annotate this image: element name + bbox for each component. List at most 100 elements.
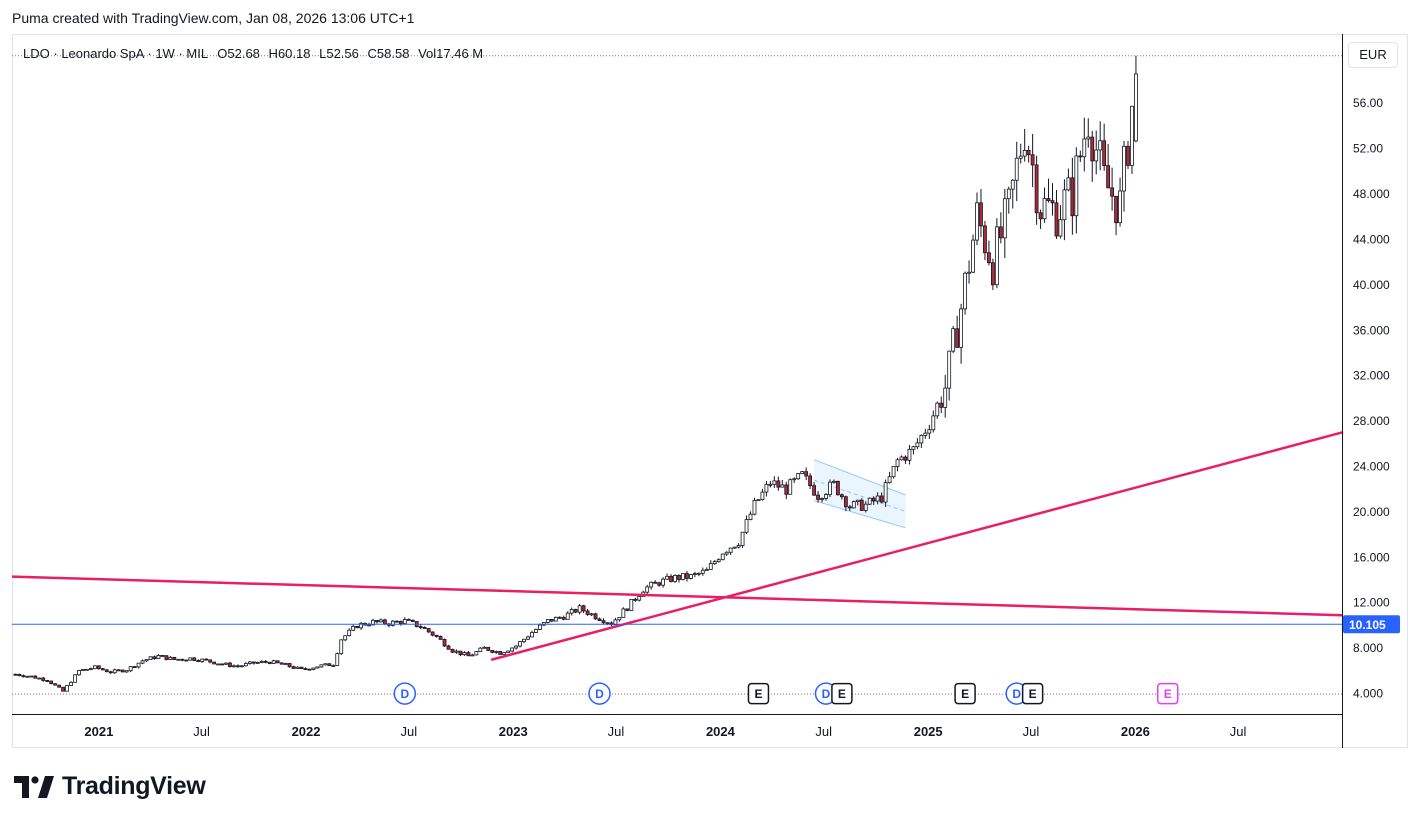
candle-body [251, 661, 256, 664]
candle-body [470, 654, 475, 657]
tradingview-logo[interactable]: TradingView [14, 772, 206, 801]
candle-body [29, 675, 34, 678]
tradingview-logo-text: TradingView [62, 772, 206, 800]
candle-body [239, 665, 244, 668]
candle-body [100, 668, 105, 671]
candle-body [502, 652, 507, 655]
candle-body [1070, 177, 1075, 217]
candle-body [1034, 164, 1039, 214]
dividend-marker[interactable]: D [393, 682, 417, 705]
trendline-layer [12, 431, 1344, 661]
candle-body [569, 609, 574, 614]
candle-body [760, 491, 765, 501]
candle-body [677, 574, 681, 580]
candle-body [180, 658, 185, 661]
earnings-marker[interactable]: E [1021, 682, 1044, 705]
time-tick-label: 2024 [706, 724, 736, 739]
candle-body [919, 435, 924, 444]
time-tick-label: Jul [815, 724, 832, 739]
candle-body [128, 666, 133, 672]
candle-body [236, 665, 240, 668]
candle-body [971, 239, 975, 273]
candle-body [1046, 198, 1051, 202]
candle-body [617, 617, 622, 621]
earnings-marker-box [1156, 682, 1179, 705]
candle-body [1106, 165, 1111, 189]
candle-body [895, 459, 900, 467]
candle-body [307, 668, 312, 671]
candle-body [65, 685, 69, 692]
candle-body [1050, 200, 1055, 204]
candle-body [482, 646, 487, 649]
candle-body [1010, 179, 1015, 190]
last-price-badge [1343, 615, 1400, 634]
candle-body [116, 669, 121, 672]
candle-body [438, 636, 443, 640]
price-tick-label: 56.00 [1353, 96, 1383, 110]
candle-body [371, 619, 375, 626]
candle-body [271, 660, 276, 664]
earnings-marker[interactable]: E [747, 682, 770, 705]
price-tick-label: 48.000 [1353, 187, 1390, 201]
legend-interval[interactable]: 1W [155, 46, 175, 61]
candle-body [1082, 138, 1087, 158]
candle-body [1098, 140, 1103, 151]
candle-body [732, 546, 737, 549]
candle-body [152, 656, 157, 660]
candle-body [585, 610, 590, 615]
candle-body [367, 624, 371, 627]
legend-exchange: MIL [186, 46, 208, 61]
time-tick-label: 2026 [1121, 724, 1150, 739]
candle-body [549, 618, 554, 622]
candle-body [907, 448, 912, 461]
price-tick-label: 32.000 [1353, 369, 1390, 383]
candle-body [696, 572, 701, 575]
dividend-marker-circle [393, 682, 417, 705]
price-tick-label: 20.000 [1353, 505, 1390, 519]
price-tick-label: 52.00 [1353, 142, 1383, 156]
candle-body [112, 669, 117, 674]
price-tick-label: 4.000 [1353, 687, 1383, 701]
candle-body [534, 629, 538, 633]
candle-body [843, 496, 848, 508]
candle-body [208, 659, 213, 663]
candle-body [108, 671, 113, 674]
candle-body [478, 647, 483, 652]
dividend-marker-letter: D [595, 687, 604, 701]
candle-body [422, 627, 427, 629]
candle-body [828, 481, 832, 495]
candle-body [526, 636, 530, 640]
earnings-marker-letter: E [1164, 687, 1172, 701]
legend-high-label: H [268, 46, 278, 61]
candle-body [331, 665, 336, 667]
candle-body [875, 495, 880, 502]
candle-body [426, 628, 431, 633]
legend-symbol[interactable]: LDO [23, 46, 50, 61]
currency-button[interactable]: EUR [1348, 42, 1398, 68]
candle-body [724, 551, 729, 555]
candle-body [601, 620, 606, 624]
earnings-marker[interactable]: E [954, 682, 976, 705]
candle-body [816, 494, 820, 500]
candle-body [581, 605, 586, 612]
candle-body [891, 466, 896, 478]
candle-body [486, 646, 491, 651]
dividend-marker[interactable]: D [588, 682, 611, 705]
earnings-marker[interactable]: E [1156, 682, 1179, 705]
candle-body [804, 471, 809, 477]
candle-body [903, 456, 908, 461]
candle-body [375, 619, 379, 623]
legend-sep-3: · [178, 46, 183, 61]
candle-body [855, 499, 860, 503]
candle-body [887, 476, 892, 484]
candle-body [685, 573, 689, 579]
last-price-label: 10.105 [1349, 618, 1386, 632]
candle-body [1038, 212, 1043, 220]
candle-body [593, 613, 598, 620]
candle-body [649, 581, 654, 588]
earnings-marker[interactable]: E [831, 682, 853, 705]
candle-body [1110, 187, 1115, 197]
candle-body [943, 387, 948, 408]
time-tick-label: Jul [608, 724, 625, 739]
